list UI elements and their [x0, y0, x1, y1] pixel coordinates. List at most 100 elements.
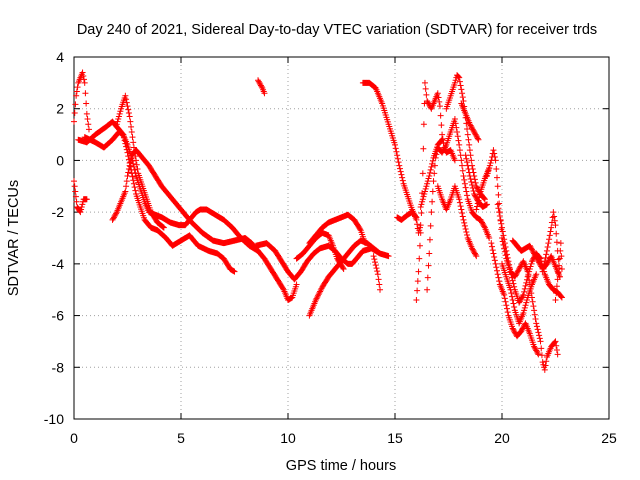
data-point: [392, 145, 399, 152]
data-point: [459, 162, 466, 169]
data-point: [113, 210, 120, 217]
data-point: [495, 205, 502, 212]
data-point: [394, 152, 401, 159]
data-point: [464, 192, 471, 199]
data-point: [74, 84, 81, 91]
data-point: [523, 279, 530, 286]
y-tick-label: -8: [52, 359, 65, 375]
data-point: [523, 299, 530, 306]
data-point: [518, 294, 525, 301]
data-point: [110, 214, 117, 221]
data-point: [514, 268, 521, 275]
data-point: [536, 260, 543, 267]
data-point: [422, 185, 429, 192]
data-point: [507, 268, 514, 275]
data-point: [500, 232, 507, 239]
data-point: [457, 203, 464, 210]
data-point: [517, 297, 524, 304]
data-point: [526, 268, 533, 275]
data-point: [126, 162, 133, 169]
data-point: [456, 74, 463, 81]
data-point: [495, 191, 502, 198]
data-point: [459, 213, 466, 220]
data-point: [519, 293, 526, 300]
data-point: [111, 213, 118, 220]
data-point: [420, 193, 427, 200]
data-point: [486, 165, 493, 172]
data-point: [475, 197, 482, 204]
data-point: [427, 166, 434, 173]
data-point: [504, 309, 511, 316]
data-point: [531, 311, 538, 318]
data-point: [510, 300, 517, 307]
data-point: [124, 172, 131, 179]
data-point: [377, 250, 384, 257]
data-point: [485, 167, 492, 174]
data-point: [465, 166, 472, 173]
data-point: [488, 240, 495, 247]
data-point: [130, 144, 137, 151]
y-tick-labels: -10 -8 -6 -4 -2 0 2 4: [44, 49, 64, 427]
data-point: [533, 255, 540, 262]
data-point: [497, 216, 504, 223]
x-tick-labels: 0 5 10 15 20 25: [70, 430, 617, 446]
data-point: [459, 90, 466, 97]
data-point: [557, 240, 564, 247]
y-tick-label: 0: [56, 152, 64, 168]
data-point: [372, 262, 379, 269]
data-point: [508, 271, 515, 278]
data-point: [452, 120, 459, 127]
x-tick-label: 25: [601, 430, 617, 446]
data-point: [429, 198, 436, 205]
data-point: [421, 191, 428, 198]
data-point: [558, 266, 565, 273]
data-point: [491, 257, 498, 264]
data-point: [339, 264, 346, 271]
series-arc-e: [109, 147, 262, 254]
data-point: [428, 209, 435, 216]
data-point: [501, 291, 508, 298]
data-point: [552, 338, 559, 345]
data-point: [129, 134, 136, 141]
data-point: [459, 210, 466, 217]
data-point: [508, 274, 515, 281]
data-point: [521, 307, 528, 314]
data-point: [489, 243, 496, 250]
data-point: [439, 149, 446, 156]
data-point: [123, 178, 130, 185]
data-point: [317, 288, 324, 295]
data-point: [417, 222, 424, 229]
data-point: [414, 287, 421, 294]
data-point: [502, 244, 509, 251]
data-point: [73, 92, 80, 99]
data-point: [413, 214, 420, 221]
data-point: [558, 294, 565, 301]
data-point: [71, 178, 77, 185]
data-point: [455, 137, 462, 144]
data-point: [541, 258, 548, 265]
data-point: [492, 260, 499, 267]
data-point: [419, 196, 426, 203]
data-point: [464, 231, 471, 238]
data-point: [476, 191, 483, 198]
data-point: [385, 253, 392, 260]
data-point: [458, 206, 465, 213]
data-point: [476, 194, 483, 201]
data-point: [558, 253, 565, 260]
data-point: [424, 99, 431, 106]
data-point: [536, 335, 543, 342]
data-point: [551, 339, 558, 346]
data-point: [470, 188, 477, 195]
data-point: [424, 180, 431, 187]
data-point: [255, 78, 262, 85]
data-point: [461, 176, 468, 183]
data-point: [397, 168, 404, 175]
data-point: [317, 287, 324, 294]
data-point: [417, 203, 424, 210]
data-point: [131, 166, 138, 173]
data-point: [464, 125, 471, 132]
data-point: [110, 215, 117, 222]
data-point: [535, 329, 542, 336]
data-point: [82, 90, 89, 97]
data-point: [440, 147, 447, 154]
